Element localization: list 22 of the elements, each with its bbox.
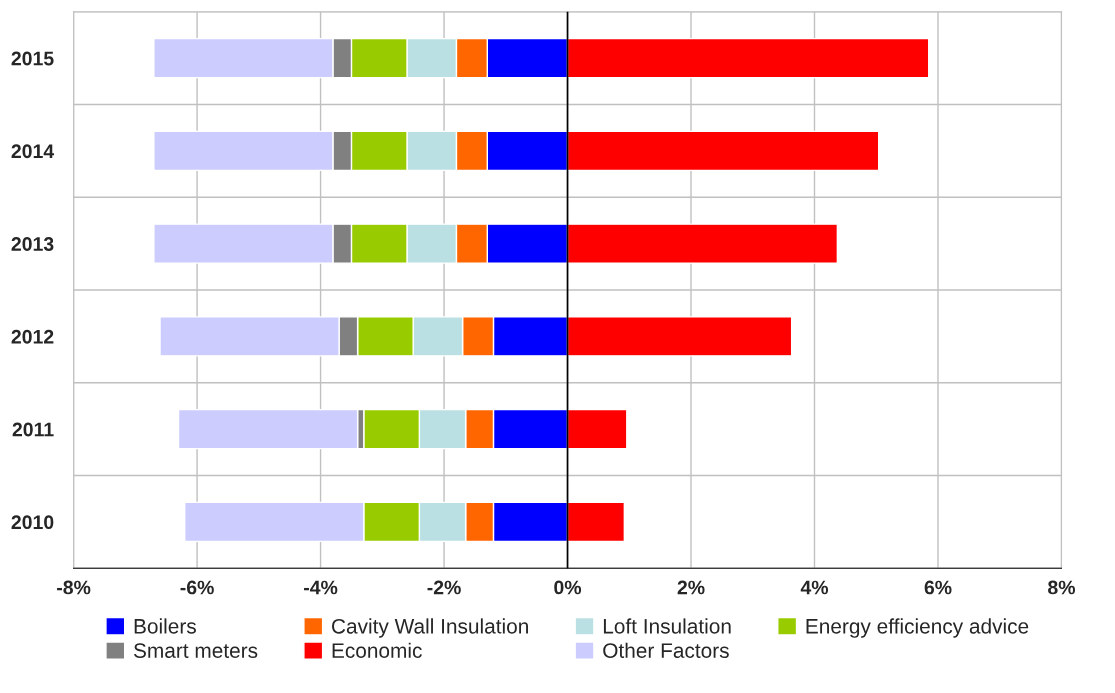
- legend-label: Energy efficiency advice: [806, 618, 1029, 638]
- legend-label: Cavity Wall Insulation: [332, 618, 528, 638]
- x-tick-label: -2%: [427, 580, 461, 595]
- y-tick-label: 2014: [11, 144, 55, 159]
- x-tick-label: -8%: [57, 580, 91, 595]
- y-tick-label: 2015: [11, 51, 54, 66]
- legend-label: Economic: [332, 642, 422, 658]
- legend-label: Boilers: [134, 618, 196, 634]
- x-tick-label: 4%: [800, 580, 829, 595]
- y-tick-label: 2012: [11, 329, 54, 344]
- x-tick-label: -6%: [180, 580, 214, 595]
- y-tick-label: 2010: [11, 515, 54, 530]
- x-tick-label: -4%: [304, 580, 338, 595]
- y-tick-label: 2013: [11, 237, 54, 251]
- y-tick-label: 2011: [12, 422, 54, 437]
- x-tick-label: 8%: [1048, 580, 1076, 595]
- legend-label: Loft Insulation: [603, 618, 731, 634]
- x-tick-label: 2%: [677, 580, 705, 595]
- legend-label: Smart meters: [133, 643, 258, 658]
- x-tick-label: 6%: [924, 580, 952, 595]
- x-tick-label: 0%: [554, 580, 582, 595]
- legend-label: Other Factors: [603, 642, 729, 658]
